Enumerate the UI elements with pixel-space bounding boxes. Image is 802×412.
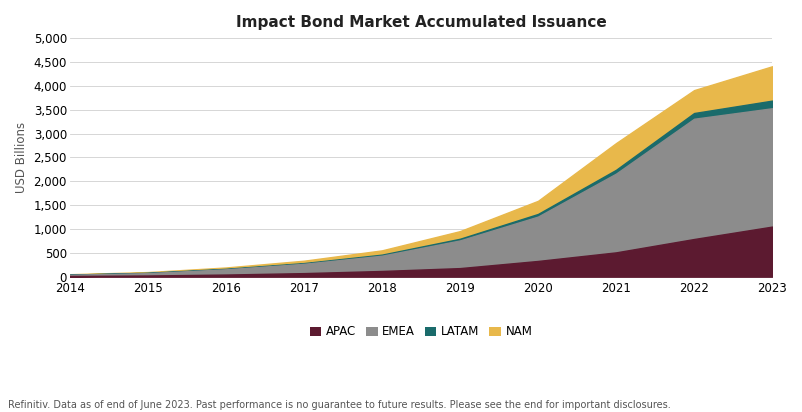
- Y-axis label: USD Billions: USD Billions: [15, 122, 28, 193]
- Text: Refinitiv. Data as of end of June 2023. Past performance is no guarantee to futu: Refinitiv. Data as of end of June 2023. …: [8, 400, 670, 410]
- Title: Impact Bond Market Accumulated Issuance: Impact Bond Market Accumulated Issuance: [236, 15, 606, 30]
- Legend: APAC, EMEA, LATAM, NAM: APAC, EMEA, LATAM, NAM: [305, 321, 537, 343]
